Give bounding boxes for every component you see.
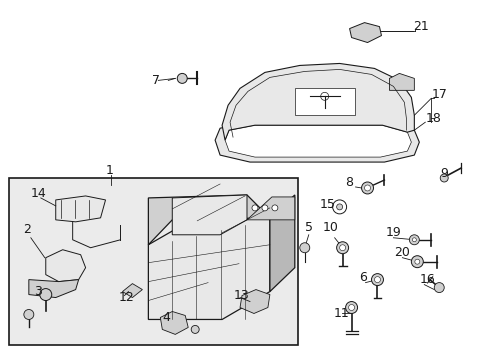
- Text: 18: 18: [425, 112, 440, 125]
- Text: 1: 1: [105, 163, 113, 176]
- Text: 10: 10: [322, 221, 338, 234]
- Polygon shape: [46, 250, 85, 282]
- Circle shape: [361, 182, 373, 194]
- Polygon shape: [246, 197, 294, 220]
- Text: 2: 2: [23, 223, 31, 236]
- Polygon shape: [349, 23, 381, 42]
- Polygon shape: [222, 63, 413, 140]
- Polygon shape: [294, 88, 354, 115]
- Circle shape: [348, 305, 354, 310]
- Circle shape: [177, 73, 187, 84]
- Circle shape: [371, 274, 383, 285]
- Polygon shape: [240, 289, 269, 314]
- Circle shape: [191, 325, 199, 333]
- Circle shape: [414, 259, 419, 264]
- Text: 8: 8: [345, 176, 353, 189]
- Text: 15: 15: [319, 198, 335, 211]
- Text: 21: 21: [412, 20, 428, 33]
- Circle shape: [299, 243, 309, 253]
- Text: 9: 9: [439, 167, 447, 180]
- Circle shape: [24, 310, 34, 319]
- Polygon shape: [148, 218, 269, 319]
- Polygon shape: [56, 196, 105, 222]
- Text: 19: 19: [385, 226, 400, 239]
- Polygon shape: [160, 311, 188, 334]
- Circle shape: [433, 283, 443, 293]
- Circle shape: [439, 174, 447, 182]
- Polygon shape: [172, 195, 246, 235]
- Circle shape: [262, 205, 267, 211]
- Text: 6: 6: [359, 271, 366, 284]
- Text: 11: 11: [333, 307, 349, 320]
- Text: 14: 14: [31, 188, 46, 201]
- Circle shape: [332, 200, 346, 214]
- Text: 17: 17: [430, 88, 446, 101]
- Text: 12: 12: [118, 291, 134, 304]
- Polygon shape: [388, 73, 413, 90]
- Text: 20: 20: [394, 246, 409, 259]
- Circle shape: [345, 302, 357, 314]
- Text: 5: 5: [304, 221, 312, 234]
- Circle shape: [336, 204, 342, 210]
- Circle shape: [251, 205, 258, 211]
- Text: 13: 13: [234, 289, 249, 302]
- Bar: [9, 178, 297, 345]
- Polygon shape: [29, 280, 79, 298]
- Text: 16: 16: [419, 273, 434, 286]
- Circle shape: [339, 245, 345, 251]
- Polygon shape: [215, 122, 419, 162]
- Polygon shape: [224, 125, 410, 157]
- Circle shape: [408, 235, 419, 245]
- Polygon shape: [148, 195, 269, 245]
- Circle shape: [411, 238, 415, 242]
- Circle shape: [364, 185, 370, 191]
- Circle shape: [336, 242, 348, 254]
- Circle shape: [374, 276, 380, 283]
- Circle shape: [410, 256, 423, 268]
- Circle shape: [271, 205, 277, 211]
- Circle shape: [40, 289, 52, 301]
- Text: 7: 7: [152, 74, 160, 87]
- Text: 3: 3: [34, 285, 41, 298]
- Polygon shape: [122, 284, 142, 298]
- Text: 4: 4: [162, 311, 170, 324]
- Polygon shape: [269, 195, 294, 292]
